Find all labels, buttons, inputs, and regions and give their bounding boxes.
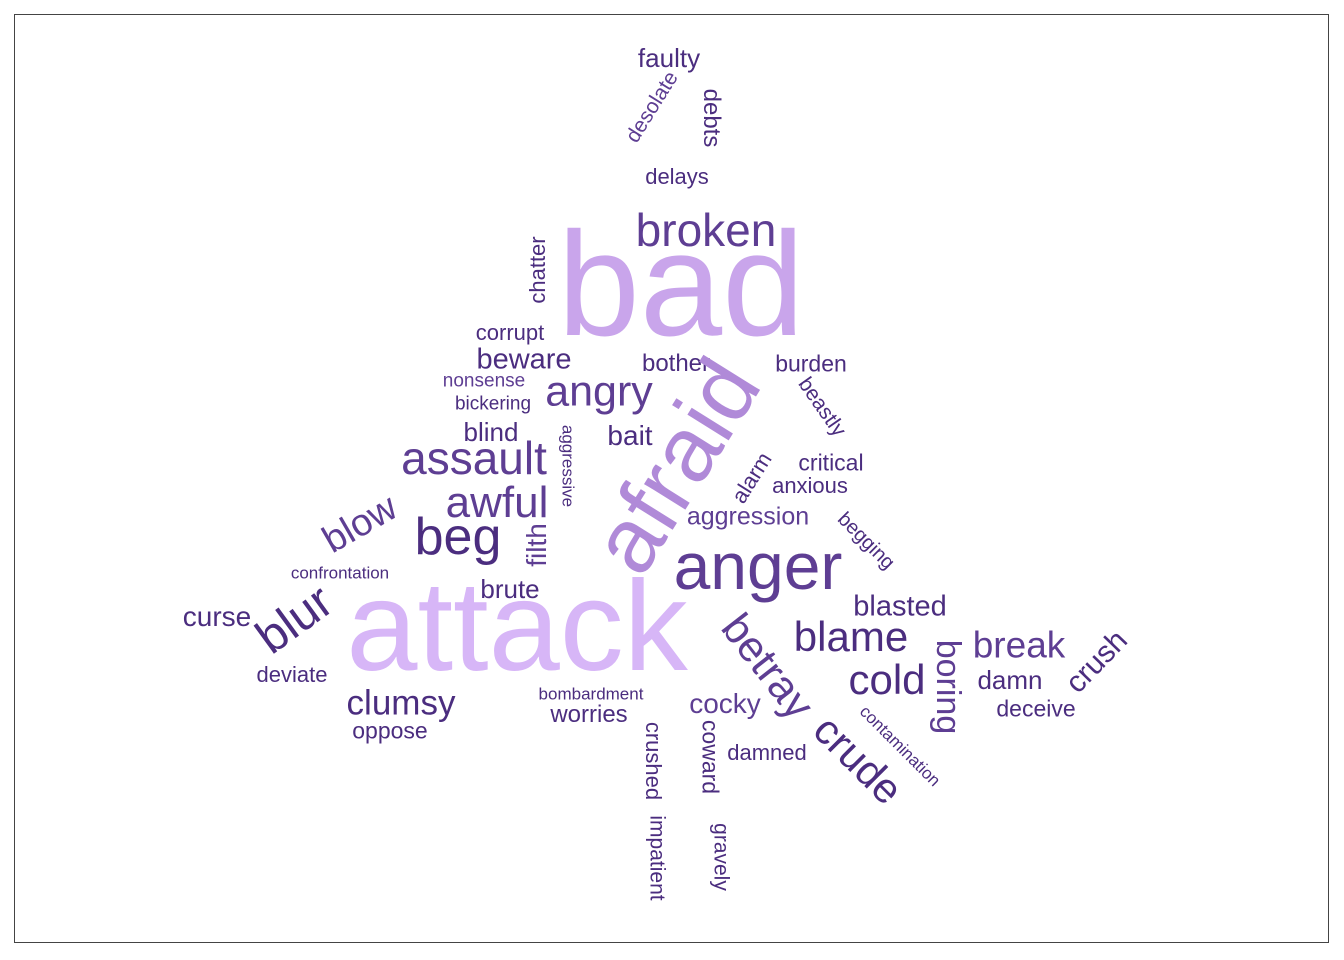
word-anger: anger [673,529,843,603]
word-angry: angry [545,367,653,416]
word-beware: beware [476,343,572,376]
word-broken: broken [635,204,777,256]
word-crushed: crushed [641,721,666,801]
word-cold: cold [848,656,926,703]
word-attack: attack [346,555,688,698]
word-assault: assault [401,432,547,484]
word-bickering: bickering [454,393,532,415]
word-blur: blur [246,574,343,665]
word-boring: boring [929,639,967,735]
word-beg: beg [414,508,502,566]
word-damn: damn [977,665,1043,695]
word-desolate: desolate [621,67,683,147]
word-chatter: chatter [525,236,550,304]
word-gravely: gravely [709,823,733,891]
word-bombardment: bombardment [538,684,644,704]
word-aggression: aggression [686,502,810,531]
word-nonsense: nonsense [442,370,526,392]
word-blind: blind [463,417,519,447]
word-damned: damned [727,740,807,765]
word-crush: crush [1059,623,1134,700]
word-deviate: deviate [256,662,328,687]
word-break: break [972,624,1066,666]
word-curse: curse [182,601,252,632]
word-crude: crude [804,705,913,814]
word-brute: brute [480,574,540,604]
word-bad: bad [557,202,805,367]
word-oppose: oppose [352,717,428,744]
word-bother: bother [641,350,711,377]
word-bait: bait [607,420,653,451]
word-critical: critical [798,449,864,476]
word-worries: worries [550,701,628,728]
plot-frame [14,14,1329,943]
word-blasted: blasted [853,590,947,623]
word-deceive: deceive [996,695,1076,722]
word-burden: burden [775,350,847,377]
word-delays: delays [645,164,709,189]
word-impatient: impatient [645,815,669,901]
word-begging: begging [833,508,899,574]
word-aggressive: aggressive [558,424,578,508]
word-corrupt: corrupt [475,320,545,345]
word-debts: debts [698,88,725,148]
word-blow: blow [315,486,405,562]
word-confrontation: confrontation [290,563,390,583]
word-blame: blame [793,613,909,660]
word-coward: coward [697,719,724,795]
word-faulty: faulty [637,43,701,73]
word-cocky: cocky [689,688,761,719]
word-anxious: anxious [772,473,848,498]
word-clumsy: clumsy [346,683,456,723]
word-awful: awful [445,478,549,527]
word-beastly: beastly [793,373,851,441]
